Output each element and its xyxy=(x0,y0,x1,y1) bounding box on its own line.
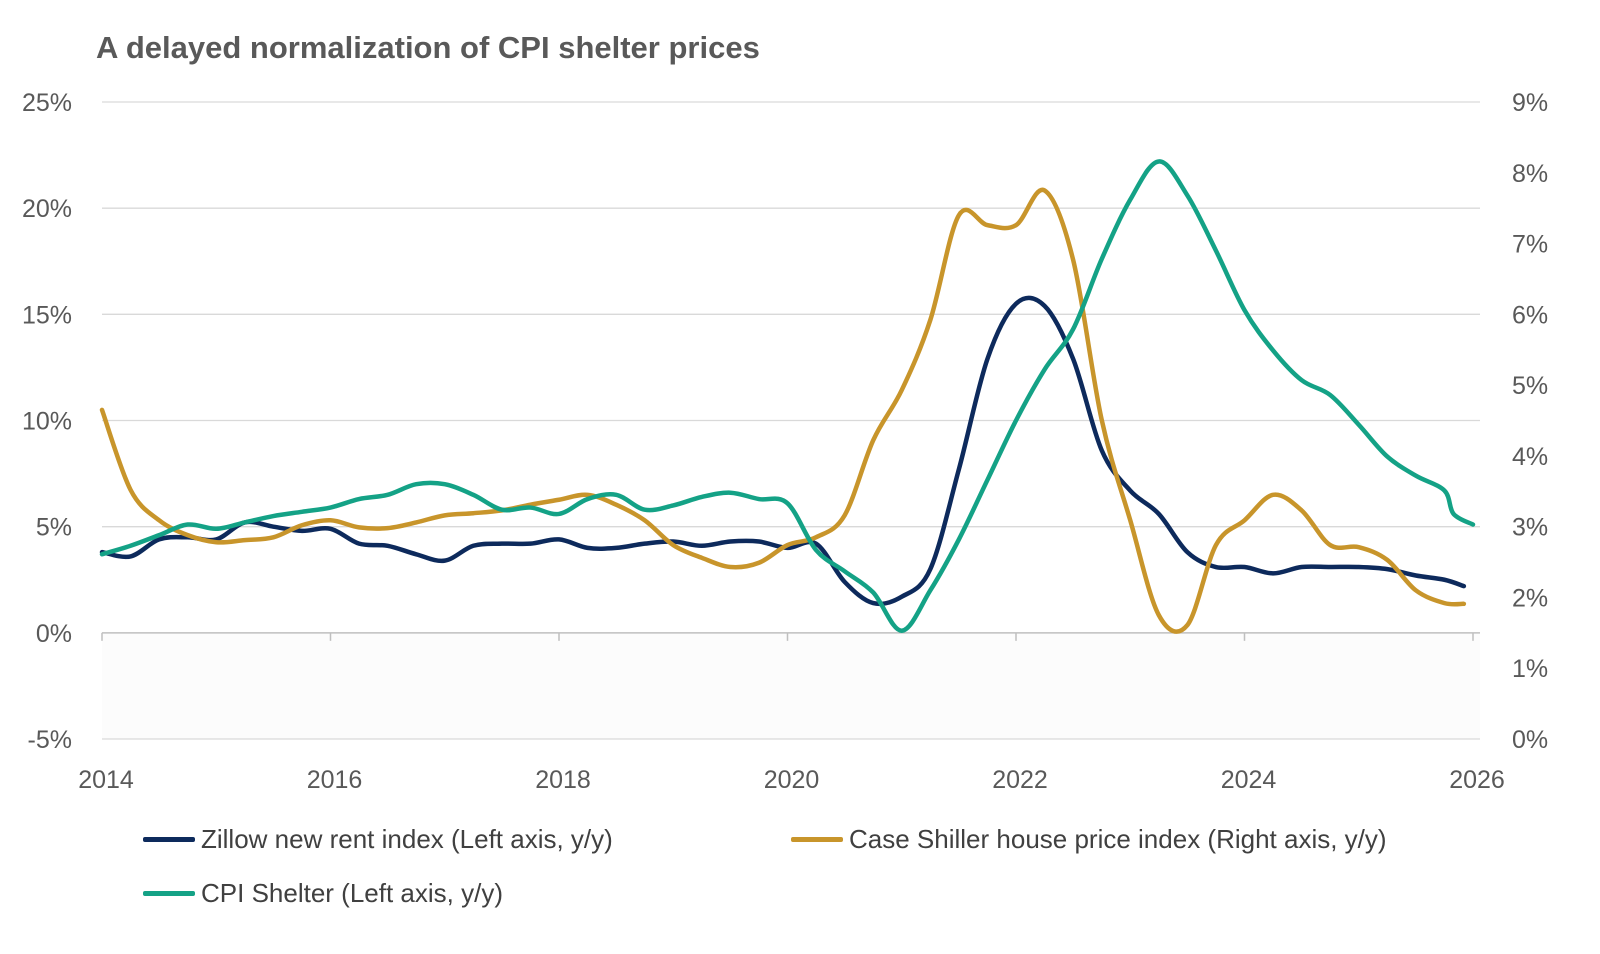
series-line-zillow xyxy=(99,295,1467,607)
x-tick-label: 2014 xyxy=(78,766,134,794)
y-right-tick-label: 1% xyxy=(1512,655,1548,683)
y-left-tick-label: 0% xyxy=(36,620,72,648)
legend-label-cpi-shelter: CPI Shelter (Left axis, y/y) xyxy=(201,878,503,908)
y-right-tick-label: 7% xyxy=(1512,231,1548,259)
y-left-tick-label: -5% xyxy=(28,726,72,754)
x-tick-label: 2018 xyxy=(535,766,591,794)
x-tick-label: 2016 xyxy=(307,766,363,794)
y-right-tick-label: 0% xyxy=(1512,726,1548,754)
y-right-tick-label: 2% xyxy=(1512,584,1548,612)
y-right-tick-label: 4% xyxy=(1512,443,1548,471)
below-zero-band xyxy=(102,632,1480,739)
y-right-tick-label: 8% xyxy=(1512,160,1548,188)
series-line-cpi-shelter xyxy=(99,159,1476,633)
y-right-tick-label: 5% xyxy=(1512,372,1548,400)
y-right-tick-label: 3% xyxy=(1512,514,1548,542)
legend-item-cpi-shelter: CPI Shelter (Left axis, y/y) xyxy=(143,878,503,909)
legend-item-zillow: Zillow new rent index (Left axis, y/y) xyxy=(143,824,613,855)
chart-title: A delayed normalization of CPI shelter p… xyxy=(96,30,760,65)
y-left-tick-label: 10% xyxy=(22,408,72,436)
x-tick-label: 2024 xyxy=(1221,766,1277,794)
y-left-tick-label: 25% xyxy=(22,89,72,117)
y-left-tick-label: 15% xyxy=(22,301,72,329)
legend-label-case-shiller: Case Shiller house price index (Right ax… xyxy=(849,824,1387,854)
y-right-tick-label: 6% xyxy=(1512,301,1548,329)
x-tick-label: 2026 xyxy=(1449,766,1505,794)
legend-swatch-case-shiller xyxy=(791,837,843,842)
legend-item-case-shiller: Case Shiller house price index (Right ax… xyxy=(791,824,1387,855)
y-right-tick-label: 9% xyxy=(1512,89,1548,117)
series-line-case-shiller xyxy=(99,187,1467,634)
legend-label-zillow: Zillow new rent index (Left axis, y/y) xyxy=(201,824,613,854)
x-tick-label: 2020 xyxy=(764,766,820,794)
legend-swatch-zillow xyxy=(143,837,195,842)
legend-swatch-cpi-shelter xyxy=(143,891,195,896)
y-left-tick-label: 5% xyxy=(36,514,72,542)
x-tick-label: 2022 xyxy=(992,766,1048,794)
y-left-tick-label: 20% xyxy=(22,195,72,223)
